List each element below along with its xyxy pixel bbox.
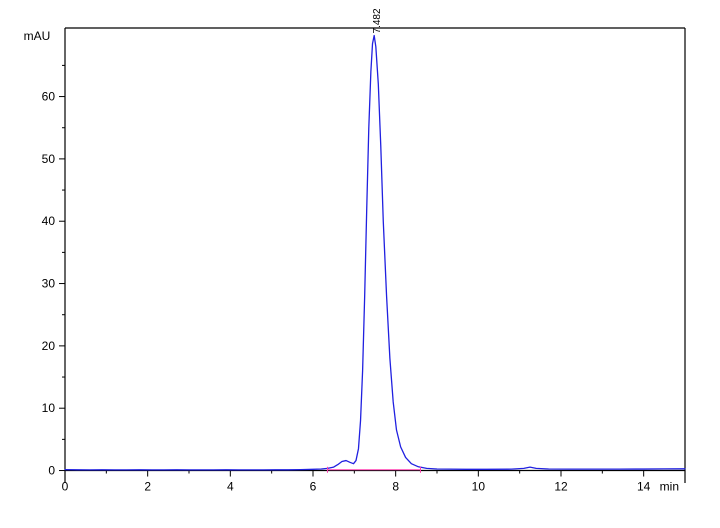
x-tick-label: 6 — [310, 480, 317, 494]
chart-svg: 0 2 4 6 8 10 12 14 min 0 10 20 30 40 50 60 mAU 7.482 — [0, 0, 720, 528]
y-tick-label: 20 — [42, 339, 56, 353]
y-tick-label: 0 — [48, 464, 55, 478]
chromatogram-chart: 0 2 4 6 8 10 12 14 min 0 10 20 30 40 50 60 mAU 7.482 — [0, 0, 720, 528]
y-axis-label: mAU — [24, 29, 51, 43]
x-tick-label: 10 — [472, 480, 486, 494]
x-tick-label: 14 — [637, 480, 651, 494]
peak-label: 7.482 — [372, 8, 383, 33]
y-tick-label: 40 — [42, 214, 56, 228]
x-tick-label: 2 — [144, 480, 151, 494]
series-signal — [65, 35, 685, 469]
x-tick-label: 4 — [227, 480, 234, 494]
y-tick-label: 10 — [42, 401, 56, 415]
y-tick-label: 60 — [42, 90, 56, 104]
x-axis-label: min — [660, 480, 679, 494]
y-tick-label: 30 — [42, 277, 56, 291]
y-tick-label: 50 — [42, 152, 56, 166]
x-tick-label: 12 — [554, 480, 568, 494]
x-tick-label: 0 — [62, 480, 69, 494]
x-tick-label: 8 — [392, 480, 399, 494]
